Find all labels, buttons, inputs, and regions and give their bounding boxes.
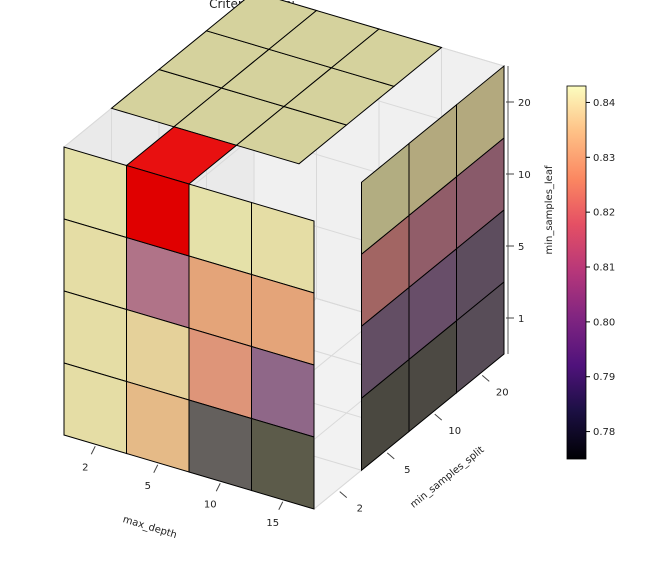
colorbar-bar: [566, 85, 587, 460]
y-tick-label: 5: [404, 465, 410, 476]
colorbar-tick-label: 0.80: [593, 317, 615, 328]
z-tick-label: 20: [518, 98, 531, 109]
x-tick-label: 15: [266, 518, 279, 529]
z-tick-label: 10: [518, 170, 531, 181]
y-tick: [386, 452, 395, 460]
voxel-top-face: [330, 28, 443, 87]
x-tick: [153, 464, 159, 473]
y-tick-label: 10: [448, 426, 461, 437]
colorbar-tick-label: 0.81: [593, 263, 615, 274]
y-tick-label: 20: [496, 387, 509, 398]
x-tick-label: 10: [204, 499, 217, 510]
colorbar: 0.78 0.79 0.80 0.81 0.82 0.83 0.84: [566, 85, 615, 460]
y-tick: [481, 374, 490, 382]
y-tick-label: 2: [357, 504, 363, 515]
y-tick: [339, 491, 348, 499]
x-axis-label: max_depth: [121, 514, 178, 541]
colorbar-tick-label: 0.84: [593, 98, 615, 109]
x-tick-label: 5: [145, 481, 151, 492]
x-tick: [278, 501, 284, 510]
colorbar-tick-label: 0.82: [593, 208, 615, 219]
highlight-voxel-front: [126, 164, 190, 257]
x-tick-label: 2: [82, 462, 88, 473]
voxel-cubes: [63, 0, 505, 510]
colorbar-tick-label: 0.79: [593, 372, 615, 383]
x-tick: [215, 483, 221, 492]
y-axis-label: min_samples_split: [408, 444, 486, 510]
z-axis-label: min_samples_leaf: [544, 165, 555, 254]
voxel-front-face: [251, 417, 315, 510]
x-tick: [90, 446, 96, 455]
z-tick-label: 5: [518, 242, 524, 253]
colorbar-tick-label: 0.83: [593, 153, 615, 164]
z-tick-label: 1: [518, 314, 524, 325]
y-tick: [434, 413, 443, 421]
voxel-side-face: [456, 280, 505, 394]
colorbar-tick-label: 0.78: [593, 427, 615, 438]
